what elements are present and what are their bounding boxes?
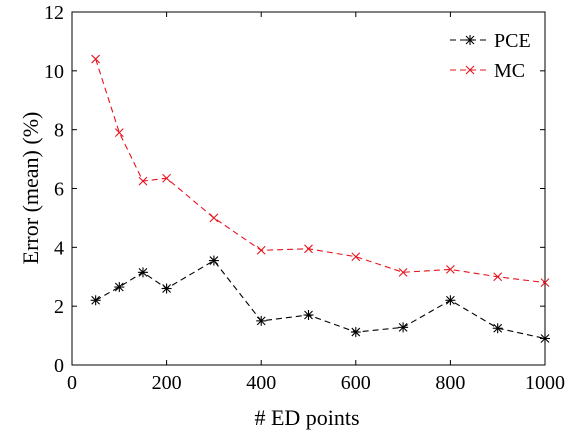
series-line-mc <box>95 58 546 284</box>
y-axis-title: Error (mean) (%) <box>18 112 43 265</box>
legend-marker-mc <box>465 65 475 75</box>
data-point-pce <box>492 323 503 334</box>
data-point-pce <box>350 327 361 338</box>
x-tick-label: 0 <box>67 372 77 394</box>
marker-stroke <box>351 252 361 262</box>
y-tick-label: 4 <box>54 237 64 259</box>
data-point-pce <box>90 295 101 306</box>
data-point-mc <box>446 265 455 274</box>
marker-stroke <box>256 245 266 255</box>
x-tick-label: 600 <box>341 372 371 394</box>
data-point-pce <box>137 267 148 278</box>
marker-stroke <box>304 244 313 254</box>
legend-marker-pce <box>465 35 475 45</box>
data-point-mc <box>209 213 219 223</box>
data-point-mc <box>91 54 101 64</box>
legend-label-pce: PCE <box>494 30 531 52</box>
x-tick-label: 1000 <box>525 372 565 394</box>
plot-frame <box>71 11 546 366</box>
marker-stroke <box>540 278 550 288</box>
x-tick-label: 200 <box>152 372 182 394</box>
marker-stroke <box>493 272 503 282</box>
axes: 0 200 400 600 800 1000 0 2 4 6 8 10 12 <box>44 2 565 394</box>
data-point-pce <box>540 333 550 344</box>
y-tick-label: 6 <box>54 179 64 201</box>
data-point-mc <box>540 278 550 288</box>
legend: PCE MC <box>450 30 531 82</box>
data-point-pce <box>445 295 456 306</box>
x-axis-title: # ED points <box>254 405 359 430</box>
marker-stroke <box>209 213 219 223</box>
data-point-mc <box>493 272 503 282</box>
data-point-mc <box>351 252 361 262</box>
marker-stroke <box>162 173 171 183</box>
legend-item-pce: PCE <box>450 30 531 52</box>
data-point-pce <box>208 255 219 266</box>
marker-stroke <box>138 176 148 186</box>
data-point-mc <box>304 244 313 254</box>
data-point-pce <box>303 309 314 320</box>
y-tick-label: 2 <box>54 296 64 318</box>
data-point-mc <box>256 245 266 255</box>
y-tick-label: 12 <box>44 2 64 24</box>
marker-stroke <box>114 128 124 137</box>
data-point-pce <box>114 282 125 293</box>
marker-stroke <box>398 267 408 277</box>
marker-stroke <box>446 265 455 274</box>
data-point-mc <box>114 128 124 137</box>
data-point-mc <box>162 173 171 183</box>
data-point-mc <box>398 267 408 277</box>
data-point-mc <box>138 176 148 186</box>
y-tick-label: 10 <box>44 61 64 83</box>
x-tick-label: 800 <box>435 372 465 394</box>
y-tick-label: 0 <box>54 355 64 377</box>
series-pce <box>90 255 550 344</box>
x-tick-label: 400 <box>246 372 276 394</box>
marker-stroke <box>91 54 101 64</box>
series-group <box>90 54 550 344</box>
data-point-pce <box>256 315 267 326</box>
marker-stroke <box>465 65 475 75</box>
legend-item-mc: MC <box>450 60 525 82</box>
series-line-pce <box>95 259 546 340</box>
plot-area <box>71 11 546 366</box>
legend-label-mc: MC <box>494 60 525 82</box>
data-point-pce <box>398 322 409 333</box>
y-tick-label: 8 <box>54 120 64 142</box>
data-point-pce <box>161 283 172 294</box>
series-mc <box>91 54 550 288</box>
